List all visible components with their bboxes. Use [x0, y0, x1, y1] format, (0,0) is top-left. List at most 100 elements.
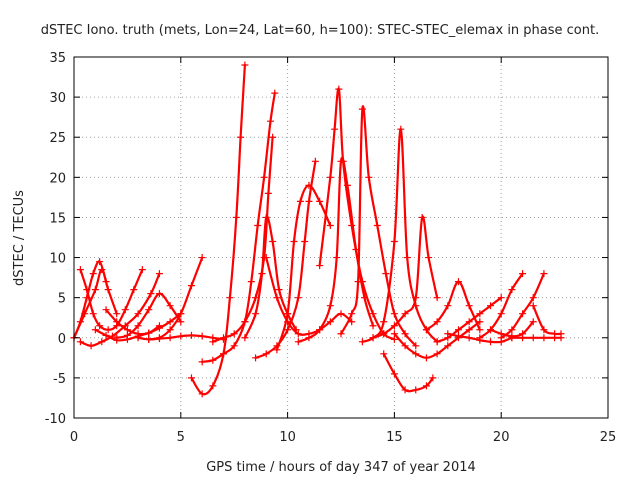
- data-point: [145, 329, 153, 337]
- series-trace: [190, 63, 246, 396]
- data-point: [187, 331, 195, 339]
- data-point: [254, 221, 262, 229]
- data-point: [540, 334, 548, 342]
- data-point: [294, 338, 302, 346]
- series-4: [76, 270, 163, 350]
- data-point: [284, 310, 292, 318]
- data-point: [444, 342, 452, 350]
- data-point: [425, 254, 433, 262]
- data-point: [102, 306, 110, 314]
- data-point: [241, 318, 249, 326]
- data-point: [497, 294, 505, 302]
- data-point: [403, 254, 411, 262]
- data-point: [529, 294, 537, 302]
- data-point: [369, 310, 377, 318]
- data-point: [305, 197, 313, 205]
- data-point: [529, 302, 537, 310]
- data-point: [305, 334, 313, 342]
- data-point: [209, 356, 217, 364]
- series-trace: [265, 256, 353, 336]
- data-point: [273, 294, 281, 302]
- series-trace: [318, 87, 396, 341]
- data-point: [316, 197, 324, 205]
- data-point: [487, 338, 495, 346]
- data-point: [121, 306, 129, 314]
- data-point: [113, 334, 121, 342]
- data-point: [551, 334, 559, 342]
- data-point: [187, 282, 195, 290]
- x-tick-label: 25: [600, 430, 617, 445]
- data-point: [258, 270, 266, 278]
- data-point: [326, 318, 334, 326]
- x-axis-label: GPS time / hours of day 347 of year 2014: [206, 460, 476, 475]
- series-12: [209, 133, 277, 346]
- data-point: [422, 326, 430, 334]
- series-16: [273, 181, 334, 354]
- data-point: [333, 254, 341, 262]
- series-trace: [371, 215, 439, 339]
- y-tick-label: -10: [45, 412, 66, 427]
- data-point: [390, 310, 398, 318]
- data-point: [373, 221, 381, 229]
- y-tick-label: 20: [49, 171, 66, 186]
- series-23: [390, 318, 484, 362]
- series-27: [476, 270, 527, 342]
- data-point: [339, 157, 347, 165]
- data-point: [335, 85, 343, 93]
- data-point: [247, 278, 255, 286]
- data-point: [83, 286, 91, 294]
- data-point: [390, 330, 398, 338]
- data-point: [91, 286, 99, 294]
- data-point: [465, 334, 473, 342]
- data-point: [397, 125, 405, 133]
- data-point: [155, 335, 163, 343]
- data-point: [260, 173, 268, 181]
- y-tick-label: 0: [58, 332, 66, 347]
- data-point: [540, 270, 548, 278]
- data-point: [348, 310, 356, 318]
- data-point: [390, 370, 398, 378]
- x-tick-label: 15: [386, 430, 403, 445]
- data-point: [187, 374, 195, 382]
- data-point: [326, 302, 334, 310]
- x-tick-label: 10: [279, 430, 296, 445]
- data-point: [198, 358, 206, 366]
- series-29: [497, 270, 548, 342]
- series-trace: [500, 272, 545, 339]
- data-point: [508, 286, 516, 294]
- series-25: [433, 294, 505, 346]
- series-10: [187, 61, 249, 398]
- data-point: [96, 258, 104, 266]
- y-tick-label: 10: [49, 252, 66, 267]
- data-point: [301, 238, 309, 246]
- data-point: [89, 310, 97, 318]
- data-point: [294, 330, 302, 338]
- series-7: [113, 290, 185, 342]
- data-point: [226, 294, 234, 302]
- data-point: [134, 334, 142, 342]
- series-22: [380, 350, 437, 394]
- data-point: [230, 330, 238, 338]
- data-point: [138, 266, 146, 274]
- data-point: [237, 133, 245, 141]
- data-point: [267, 117, 275, 125]
- data-point: [497, 334, 505, 342]
- data-point: [316, 326, 324, 334]
- data-point: [382, 270, 390, 278]
- series-24: [422, 278, 484, 334]
- data-point: [102, 331, 110, 339]
- data-point: [365, 173, 373, 181]
- data-point: [177, 310, 185, 318]
- data-point: [401, 342, 409, 350]
- data-point: [326, 221, 334, 229]
- data-point: [337, 310, 345, 318]
- y-tick-label: 25: [49, 131, 66, 146]
- data-point: [177, 318, 185, 326]
- data-point: [380, 350, 388, 358]
- data-point: [444, 302, 452, 310]
- data-point: [331, 125, 339, 133]
- data-point: [454, 332, 462, 340]
- data-point: [401, 386, 409, 394]
- series-30: [529, 302, 565, 338]
- data-point: [96, 322, 104, 330]
